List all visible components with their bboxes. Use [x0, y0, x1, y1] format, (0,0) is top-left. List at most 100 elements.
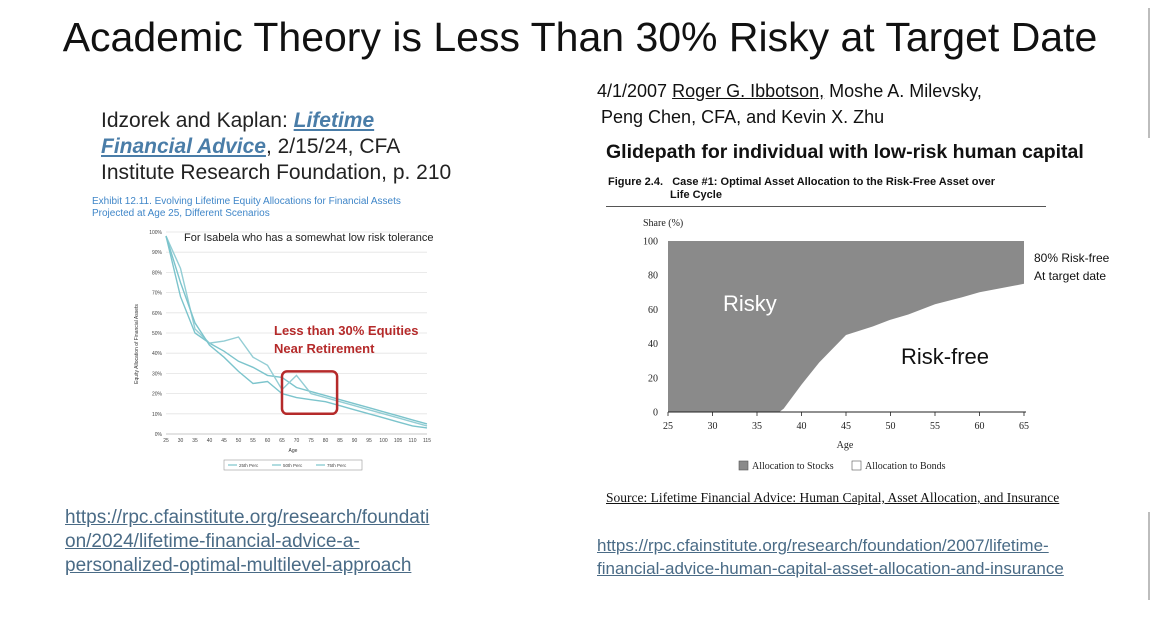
right-x-tick-label: 55: [930, 421, 940, 432]
left-y-tick-label: 80%: [152, 270, 163, 276]
left-y-tick-label: 30%: [152, 371, 163, 377]
right-url-line1[interactable]: https://rpc.cfainstitute.org/research/fo…: [597, 536, 1049, 555]
right-url-line2[interactable]: financial-advice-human-capital-asset-all…: [597, 559, 1064, 578]
right-x-tick-label: 60: [975, 421, 985, 432]
right-url-link[interactable]: https://rpc.cfainstitute.org/research/fo…: [597, 534, 1064, 580]
citation-authors: Idzorek and Kaplan:: [101, 109, 294, 132]
left-x-tick-label: 70: [294, 438, 300, 444]
left-x-tick-label: 30: [178, 438, 184, 444]
left-x-tick-label: 95: [366, 438, 372, 444]
left-y-tick-label: 60%: [152, 311, 163, 317]
risk-free-label: Risk-free: [901, 344, 989, 369]
lifetime-link-part1[interactable]: Lifetime: [293, 109, 375, 132]
figure-rule: [606, 206, 1046, 207]
left-x-tick-label: 80: [323, 438, 329, 444]
left-y-tick-label: 50%: [152, 331, 163, 337]
left-citation-heading: Idzorek and Kaplan: Lifetime Financial A…: [101, 108, 451, 186]
left-x-tick-label: 55: [250, 438, 256, 444]
left-y-tick-label: 0%: [155, 432, 163, 438]
left-x-tick-label: 75: [308, 438, 314, 444]
equity-allocation-line-chart: 0% 10% 20% 30% 40% 50% 60% 70% 80% 90% 100% 25 30 35…: [134, 230, 433, 471]
left-y-tick-label: 10%: [152, 412, 163, 418]
right-edge-divider-bottom: [1148, 512, 1150, 600]
figure-caption-line1: Case #1: Optimal Asset Allocation to the…: [672, 176, 995, 188]
right-x-tick-label: 35: [752, 421, 762, 432]
left-url-line2[interactable]: on/2024/lifetime-financial-advice-a-: [65, 531, 360, 552]
citation-publisher: Institute Research Foundation, p. 210: [101, 161, 452, 184]
callout-line2: Near Retirement: [274, 341, 375, 356]
right-y-tick-label: 0: [653, 408, 658, 419]
left-chart-x-ticks: 25 30 35 40 45 50 55 60 65 70 75 80 85 90 95 100 105 110 1…: [163, 438, 431, 444]
right-chart-y-label: Share (%): [643, 218, 683, 229]
left-legend-label: 25th Perc: [239, 463, 259, 468]
slide-title: Academic Theory is Less Than 30% Risky a…: [62, 14, 1098, 60]
target-annotation-line1: 80% Risk-free: [1034, 251, 1110, 265]
left-url-line1[interactable]: https://rpc.cfainstitute.org/research/fo…: [65, 507, 430, 528]
exhibit-caption-line2: Projected at Age 25, Different Scenarios: [92, 208, 270, 219]
left-chart-x-label: Age: [289, 448, 298, 454]
exhibit-caption: Exhibit 12.11. Evolving Lifetime Equity …: [92, 196, 401, 220]
right-x-tick-label: 65: [1019, 421, 1029, 432]
source-citation: Source: Lifetime Financial Advice: Human…: [606, 490, 1060, 505]
left-x-tick-label: 25: [163, 438, 169, 444]
legend-label-bonds: Allocation to Bonds: [865, 461, 946, 472]
left-x-tick-label: 65: [279, 438, 285, 444]
right-chart-x-ticks: 25 30 35 40 45 50 55 60 65: [663, 412, 1029, 432]
left-x-tick-label: 90: [352, 438, 358, 444]
legend-label-stocks: Allocation to Stocks: [752, 461, 834, 472]
left-chart-annotation: For Isabela who has a somewhat low risk …: [184, 232, 433, 244]
left-x-tick-label: 60: [265, 438, 271, 444]
series-line-50th-perc: [165, 235, 428, 427]
risky-label: Risky: [723, 291, 777, 316]
ibbotson-link[interactable]: Roger G. Ibbotson,: [672, 81, 825, 101]
callout-line1: Less than 30% Equities: [274, 323, 419, 338]
left-chart-y-label: Equity Allocation of Financial Assets: [134, 304, 140, 384]
citation-date: , 2/15/24, CFA: [265, 135, 401, 158]
left-chart-series: [165, 235, 428, 429]
left-y-tick-label: 40%: [152, 351, 163, 357]
left-url-line3[interactable]: personalized-optimal-multilevel-approach: [65, 555, 412, 576]
left-y-tick-label: 90%: [152, 250, 163, 256]
risky-area: [668, 241, 1024, 412]
right-edge-divider-top: [1148, 8, 1150, 138]
lifetime-link-part2[interactable]: Financial Advice: [101, 135, 266, 158]
right-x-tick-label: 50: [886, 421, 896, 432]
right-x-tick-label: 30: [708, 421, 718, 432]
left-x-tick-label: 105: [394, 438, 403, 444]
left-x-tick-label: 115: [423, 438, 431, 444]
authors-date: 4/1/2007: [597, 81, 673, 101]
left-y-tick-label: 100%: [149, 230, 162, 236]
authors-line2: Peng Chen, CFA, and Kevin X. Zhu: [601, 107, 885, 127]
left-chart-grid: [166, 231, 427, 435]
right-y-tick-label: 40: [648, 339, 658, 350]
left-x-tick-label: 40: [207, 438, 213, 444]
legend-swatch-stocks: [738, 460, 749, 471]
figure-caption: Figure 2.4. Case #1: Optimal Asset Alloc…: [608, 176, 995, 202]
left-legend-label: 50th Perc: [283, 463, 303, 468]
right-x-tick-label: 40: [797, 421, 807, 432]
right-chart-legend: Allocation to Stocks Allocation to Bonds: [738, 460, 946, 472]
legend-swatch-bonds: [851, 460, 862, 471]
left-legend-label: 75th Perc: [327, 463, 347, 468]
right-citation-authors: 4/1/2007 Roger G. Ibbotson, Moshe A. Mil…: [597, 78, 982, 130]
left-legend-frame: [223, 459, 363, 471]
left-x-tick-label: 45: [221, 438, 227, 444]
left-x-tick-label: 50: [236, 438, 242, 444]
figure-label: Figure 2.4.: [608, 176, 664, 188]
right-y-tick-label: 80: [648, 271, 658, 282]
left-chart-y-ticks: 0% 10% 20% 30% 40% 50% 60% 70% 80% 90% 100%: [149, 230, 162, 438]
left-chart-legend: 25th Perc 50th Perc 75th Perc: [223, 459, 363, 471]
right-y-tick-label: 20: [648, 373, 658, 384]
figure-caption-line2: Life Cycle: [670, 189, 722, 201]
right-y-tick-label: 60: [648, 305, 658, 316]
left-x-tick-label: 110: [409, 438, 417, 444]
right-x-tick-label: 45: [841, 421, 851, 432]
left-x-tick-label: 85: [337, 438, 343, 444]
target-annotation-line2: At target date: [1034, 269, 1106, 283]
right-x-tick-label: 25: [663, 421, 673, 432]
exhibit-caption-line1: Exhibit 12.11. Evolving Lifetime Equity …: [92, 196, 401, 207]
left-y-tick-label: 20%: [152, 392, 163, 398]
left-y-tick-label: 70%: [152, 291, 163, 297]
left-url-link[interactable]: https://rpc.cfainstitute.org/research/fo…: [65, 506, 429, 578]
left-x-tick-label: 100: [379, 438, 388, 444]
